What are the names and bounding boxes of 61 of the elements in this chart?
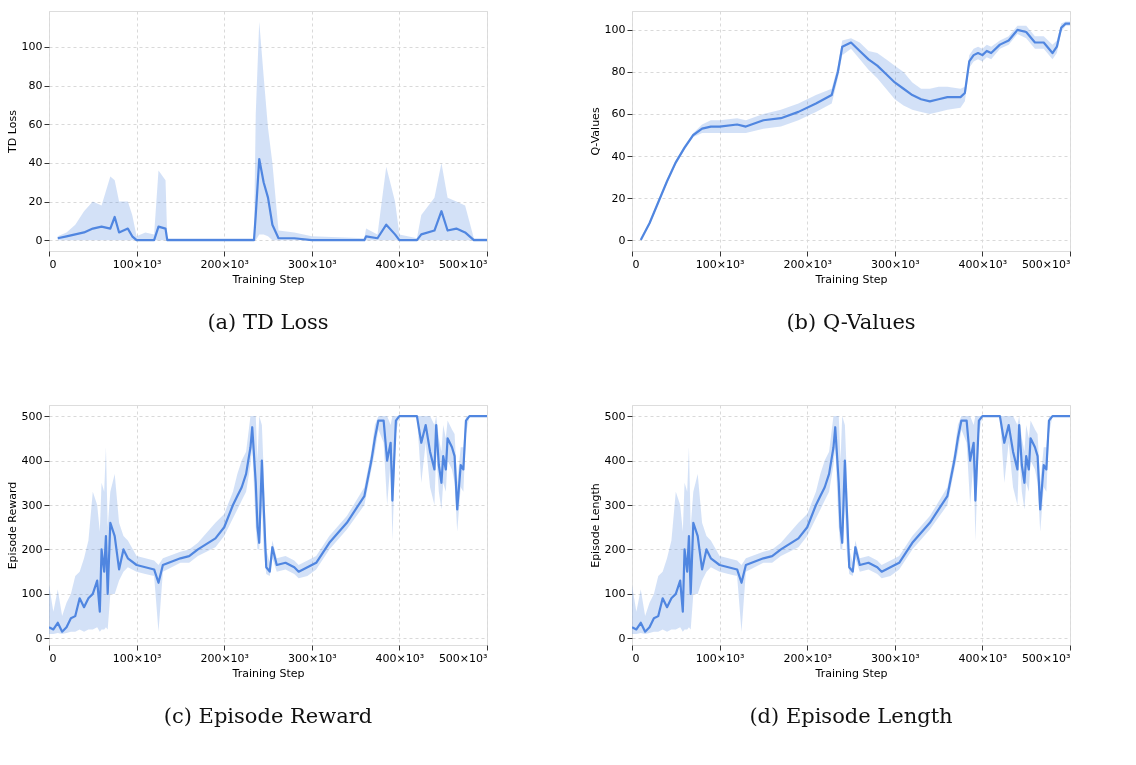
y-tick-label: 300 <box>21 498 43 512</box>
x-tick-label: 400×10³ <box>375 257 425 271</box>
x-tick-label: 0 <box>49 651 57 665</box>
y-tick-label: 80 <box>28 79 43 93</box>
y-tick-label: 500 <box>604 409 626 423</box>
x-tick-label: 400×10³ <box>958 651 1008 665</box>
y-tick-label: 100 <box>604 587 626 601</box>
x-tick-label: 200×10³ <box>200 257 250 271</box>
x-tick-label: 0 <box>632 257 640 271</box>
x-tick-label: 400×10³ <box>958 257 1008 271</box>
text: (a) TD Loss <box>207 310 329 334</box>
y-tick-label: 0 <box>35 631 43 645</box>
x-tick-label: 0 <box>632 651 640 665</box>
x-axis-title: Training Step <box>814 272 888 286</box>
y-tick-label: 400 <box>604 454 626 468</box>
y-tick-label: 0 <box>35 233 43 247</box>
y-tick-label: 200 <box>604 542 626 556</box>
x-tick-label: 0 <box>49 257 57 271</box>
y-axis-title: Episode Reward <box>5 481 19 570</box>
x-tick-label: 500×10³ <box>438 651 488 665</box>
y-tick-label: 300 <box>604 498 626 512</box>
line-series <box>56 157 487 242</box>
x-tick-label: 200×10³ <box>783 651 833 665</box>
y-tick-label: 100 <box>604 23 626 37</box>
x-tick-label: 200×10³ <box>783 257 833 271</box>
y-tick-label: 0 <box>618 631 626 645</box>
x-axis-title: Training Step <box>231 666 305 680</box>
y-axis-title: Episode Length <box>588 483 602 568</box>
y-axis-title: Q-Values <box>588 107 602 156</box>
x-tick-label: 100×10³ <box>112 257 162 271</box>
text: (c) Episode Reward <box>163 704 373 728</box>
y-tick-label: 40 <box>611 149 626 163</box>
y-tick-label: 20 <box>611 191 626 205</box>
y-tick-label: 60 <box>611 107 626 121</box>
y-tick-label: 100 <box>21 587 43 601</box>
x-tick-label: 500×10³ <box>1021 651 1071 665</box>
y-tick-label: 0 <box>618 233 626 247</box>
y-tick-label: 400 <box>21 454 43 468</box>
x-tick-label: 300×10³ <box>870 257 920 271</box>
y-tick-label: 80 <box>611 65 626 79</box>
x-axis-title: Training Step <box>231 272 305 286</box>
text: (b) Q-Values <box>786 310 916 334</box>
y-tick-label: 200 <box>21 542 43 556</box>
text: (d) Episode Length <box>749 704 953 728</box>
x-tick-label: 400×10³ <box>375 651 425 665</box>
x-tick-label: 500×10³ <box>1021 257 1071 271</box>
y-tick-label: 40 <box>28 156 43 170</box>
x-tick-label: 100×10³ <box>695 257 745 271</box>
x-tick-label: 500×10³ <box>438 257 488 271</box>
x-tick-label: 100×10³ <box>695 651 745 665</box>
y-tick-label: 20 <box>28 195 43 209</box>
x-tick-label: 300×10³ <box>870 651 920 665</box>
x-tick-label: 200×10³ <box>200 651 250 665</box>
x-tick-label: 300×10³ <box>287 257 337 271</box>
y-axis-title: TD Loss <box>5 109 19 154</box>
x-axis-title: Training Step <box>814 666 888 680</box>
y-tick-label: 500 <box>21 409 43 423</box>
y-tick-label: 100 <box>21 40 43 54</box>
y-tick-label: 60 <box>28 117 43 131</box>
x-tick-label: 100×10³ <box>112 651 162 665</box>
x-tick-label: 300×10³ <box>287 651 337 665</box>
